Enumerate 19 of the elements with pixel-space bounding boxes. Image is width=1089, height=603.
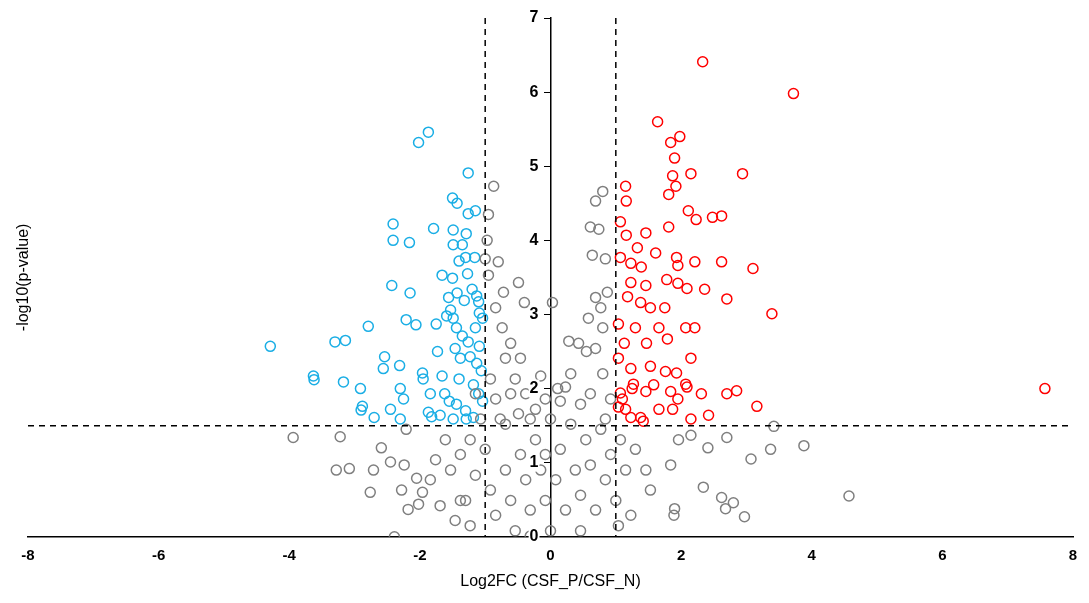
y-tick-label: 5 (529, 156, 539, 174)
x-tick-label: -6 (151, 545, 166, 563)
x-axis-title: Log2FC (CSF_P/CSF_N) (460, 571, 641, 590)
y-tick-label: 7 (529, 8, 539, 26)
x-tick-label: 0 (546, 545, 555, 563)
y-tick-label: 1 (529, 453, 539, 471)
x-tick-label: 4 (807, 545, 817, 563)
y-tick-label: 4 (529, 230, 539, 248)
x-tick-label: 6 (938, 545, 947, 563)
y-tick-label: 6 (529, 82, 539, 100)
x-tick-label: 8 (1068, 545, 1078, 563)
x-tick-label: -2 (413, 545, 427, 563)
x-tick-label: -8 (21, 545, 35, 563)
y-tick-label: 3 (529, 304, 539, 322)
y-axis-title: -log10(p-value) (14, 223, 32, 332)
x-tick-label: 2 (676, 545, 686, 563)
y-tick-label: 2 (529, 378, 539, 396)
y-tick-label: 0 (529, 527, 539, 545)
x-tick-label: -4 (282, 545, 297, 563)
